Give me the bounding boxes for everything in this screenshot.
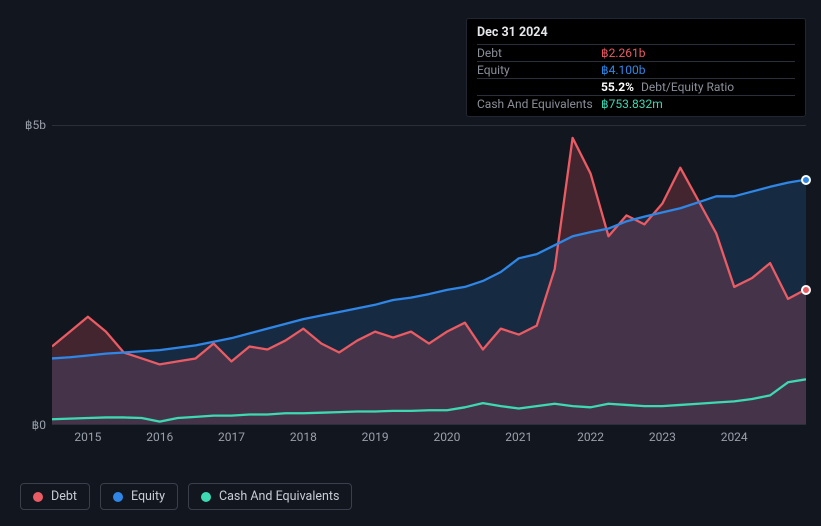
legend-item-debt[interactable]: Debt	[20, 483, 90, 510]
tooltip-key-equity: Equity	[477, 63, 601, 77]
legend-item-equity[interactable]: Equity	[100, 483, 178, 510]
x-tick: 2024	[721, 430, 748, 444]
x-tick: 2022	[577, 430, 604, 444]
x-tick: 2019	[362, 430, 389, 444]
legend-swatch-cash	[201, 492, 211, 502]
chart-legend: Debt Equity Cash And Equivalents	[20, 483, 352, 510]
x-axis: 2015 2016 2017 2018 2019 2020 2021 2022 2023 2024	[52, 430, 806, 450]
chart-plot-area[interactable]	[52, 125, 806, 425]
data-marker-debt	[801, 285, 811, 295]
x-tick: 2015	[74, 430, 101, 444]
y-axis-label-bottom: ฿0	[16, 418, 46, 432]
tooltip-key-cash: Cash And Equivalents	[477, 97, 601, 111]
legend-item-cash[interactable]: Cash And Equivalents	[188, 483, 352, 510]
tooltip-ratio-value: 55.2%	[601, 80, 634, 94]
x-tick: 2017	[218, 430, 245, 444]
tooltip-date: Dec 31 2024	[477, 25, 795, 44]
tooltip-val-cash: ฿753.832m	[601, 97, 795, 111]
tooltip-val-equity: ฿4.100b	[601, 63, 795, 77]
x-tick: 2023	[649, 430, 676, 444]
tooltip-key-debt: Debt	[477, 46, 601, 60]
data-marker-equity	[801, 175, 811, 185]
legend-swatch-equity	[113, 492, 123, 502]
chart-tooltip: Dec 31 2024 Debt ฿2.261b Equity ฿4.100b …	[466, 18, 806, 117]
x-tick: 2016	[146, 430, 173, 444]
tooltip-val-debt: ฿2.261b	[601, 46, 795, 60]
legend-label-cash: Cash And Equivalents	[219, 489, 339, 504]
x-tick: 2018	[290, 430, 317, 444]
legend-label-equity: Equity	[131, 489, 165, 504]
tooltip-key-ratio	[477, 80, 601, 94]
x-tick: 2021	[505, 430, 532, 444]
tooltip-val-ratio: 55.2% Debt/Equity Ratio	[601, 80, 795, 94]
legend-swatch-debt	[33, 492, 43, 502]
tooltip-ratio-suffix: Debt/Equity Ratio	[641, 80, 734, 94]
x-tick: 2020	[433, 430, 460, 444]
y-axis-label-top: ฿5b	[16, 118, 46, 132]
financials-chart: ฿5b ฿0 201520162017201820192020202120222…	[16, 125, 806, 445]
legend-label-debt: Debt	[51, 489, 77, 504]
